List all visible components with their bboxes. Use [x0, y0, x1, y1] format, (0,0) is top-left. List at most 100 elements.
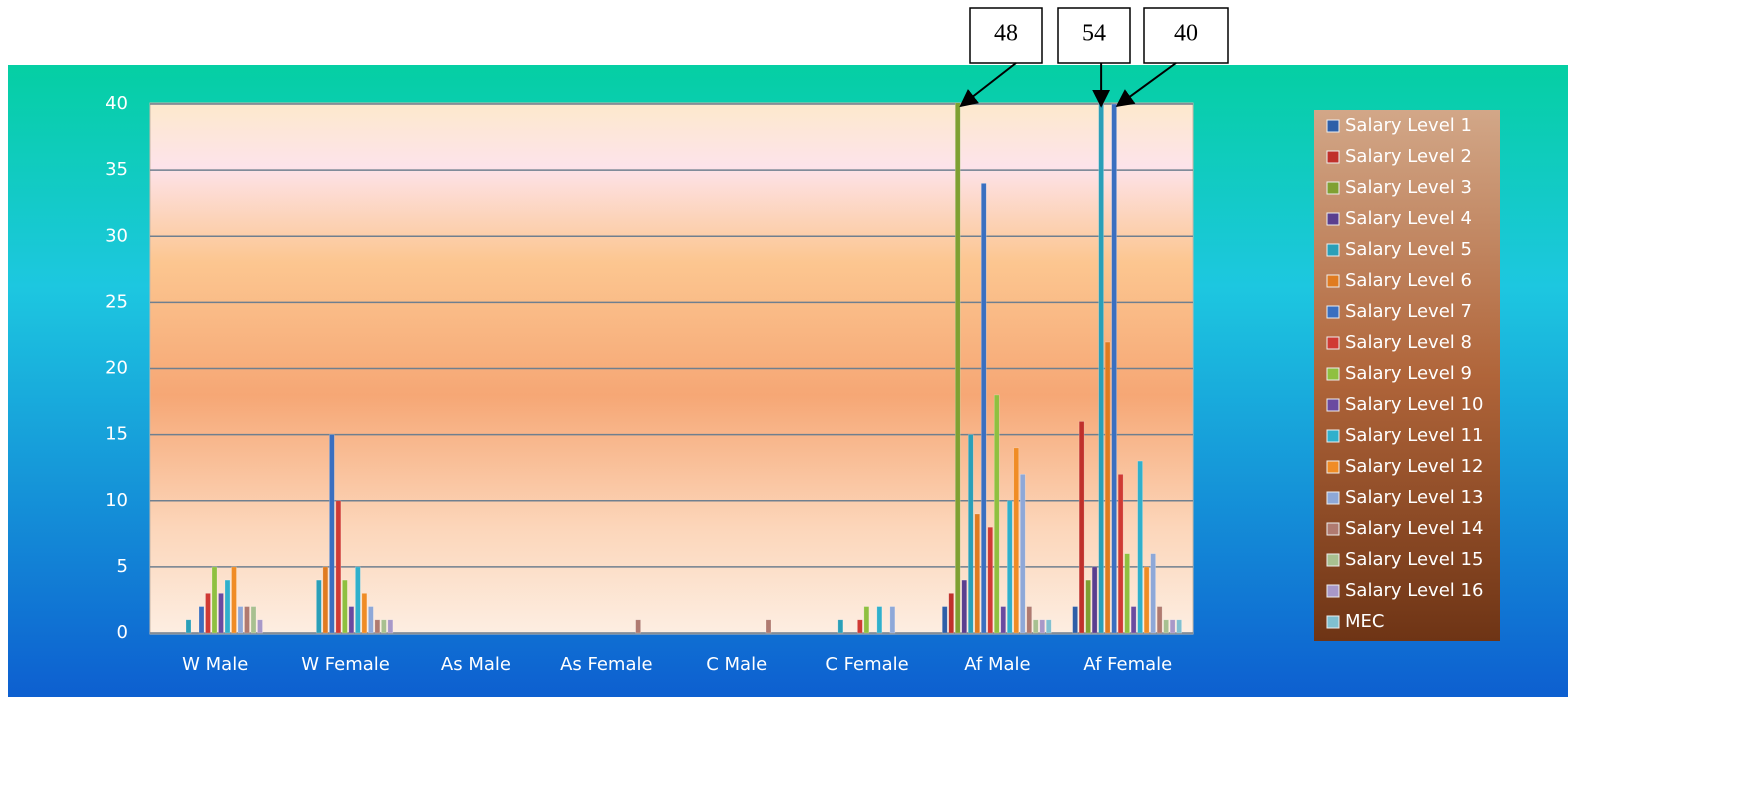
legend-label: Salary Level 14 — [1345, 518, 1483, 539]
bar — [1006, 500, 1013, 634]
bar — [1039, 619, 1046, 634]
x-tick-label: C Male — [706, 654, 767, 675]
legend-swatch — [1326, 553, 1340, 567]
legend-swatch — [1326, 274, 1340, 288]
y-tick-label: 15 — [105, 424, 128, 445]
bar — [1137, 460, 1143, 634]
bar — [381, 619, 387, 634]
legend-swatch — [1326, 491, 1340, 505]
legend-label: MEC — [1345, 611, 1384, 632]
legend-swatch — [1326, 615, 1340, 629]
x-tick-label: W Male — [182, 654, 248, 675]
legend-swatch — [1326, 398, 1340, 412]
y-tick-label: 5 — [117, 556, 128, 577]
callout-arrow — [1115, 62, 1177, 108]
x-tick-label: Af Female — [1083, 654, 1172, 675]
x-tick-label: As Male — [441, 654, 511, 675]
bar — [1000, 606, 1007, 634]
y-tick-label: 40 — [105, 93, 128, 114]
bar — [1156, 606, 1163, 634]
bar — [1111, 103, 1117, 634]
legend-swatch — [1326, 150, 1340, 164]
bar — [980, 183, 987, 634]
bar — [1013, 447, 1020, 634]
callout-label: 48 — [994, 21, 1018, 47]
legend-swatch — [1326, 429, 1340, 443]
legend-label: Salary Level 10 — [1345, 394, 1483, 415]
y-tick-label: 35 — [105, 159, 128, 180]
legend-label: Salary Level 1 — [1345, 115, 1472, 136]
bar — [1130, 606, 1137, 634]
bar — [987, 526, 994, 634]
bar — [316, 579, 322, 634]
bar — [218, 593, 224, 634]
legend-label: Salary Level 6 — [1345, 270, 1472, 291]
bar — [198, 606, 205, 634]
legend-label: Salary Level 15 — [1345, 549, 1483, 570]
bar — [205, 593, 211, 634]
bar — [1072, 606, 1078, 634]
bar — [876, 606, 883, 634]
bar — [1085, 579, 1091, 634]
bar — [1078, 421, 1085, 634]
x-tick-label: C Female — [825, 654, 908, 675]
bar — [1169, 619, 1176, 634]
bar — [335, 500, 342, 634]
bar — [857, 619, 863, 634]
bar — [348, 606, 355, 634]
bar — [1104, 341, 1111, 634]
legend-swatch — [1326, 367, 1340, 381]
bar — [1019, 473, 1026, 634]
bar — [635, 619, 641, 634]
callout-box — [1057, 7, 1131, 64]
legend-label: Salary Level 13 — [1345, 487, 1483, 508]
y-tick-label: 30 — [105, 225, 128, 246]
bar — [322, 566, 329, 634]
bar — [1098, 103, 1104, 634]
bar — [765, 619, 772, 634]
bar — [368, 606, 374, 634]
callout-arrow — [959, 62, 1017, 108]
bar — [941, 606, 948, 634]
bar — [1091, 566, 1098, 634]
legend-swatch — [1326, 336, 1340, 350]
x-tick-label: W Female — [301, 654, 390, 675]
bar — [374, 619, 381, 634]
legend-swatch — [1326, 243, 1340, 257]
bar — [185, 619, 192, 634]
legend-swatch — [1326, 460, 1340, 474]
legend-label: Salary Level 5 — [1345, 239, 1472, 260]
bar — [837, 619, 844, 634]
bar — [224, 579, 231, 634]
bar — [961, 579, 968, 634]
legend-swatch — [1326, 181, 1340, 195]
bar — [361, 593, 368, 634]
legend-label: Salary Level 12 — [1345, 456, 1483, 477]
bar — [1026, 606, 1033, 634]
bar — [1045, 619, 1052, 634]
legend-label: Salary Level 9 — [1345, 363, 1472, 384]
callout-label: 40 — [1174, 21, 1198, 47]
bar — [342, 579, 348, 634]
legend-swatch — [1326, 584, 1340, 598]
bar — [257, 619, 263, 634]
bar — [948, 593, 955, 634]
bar — [1124, 553, 1130, 634]
callout-box — [1143, 7, 1229, 64]
x-tick-label: As Female — [560, 654, 653, 675]
bar — [967, 434, 974, 634]
y-tick-label: 25 — [105, 291, 128, 312]
bar — [1032, 619, 1039, 634]
bar — [1143, 566, 1150, 634]
bar — [1176, 619, 1182, 634]
legend-swatch — [1326, 522, 1340, 536]
legend-swatch — [1326, 212, 1340, 226]
bar — [237, 606, 244, 634]
legend-label: Salary Level 11 — [1345, 425, 1483, 446]
callout-box — [969, 7, 1043, 64]
legend-label: Salary Level 8 — [1345, 332, 1472, 353]
bar — [863, 606, 870, 634]
bar — [974, 513, 981, 634]
